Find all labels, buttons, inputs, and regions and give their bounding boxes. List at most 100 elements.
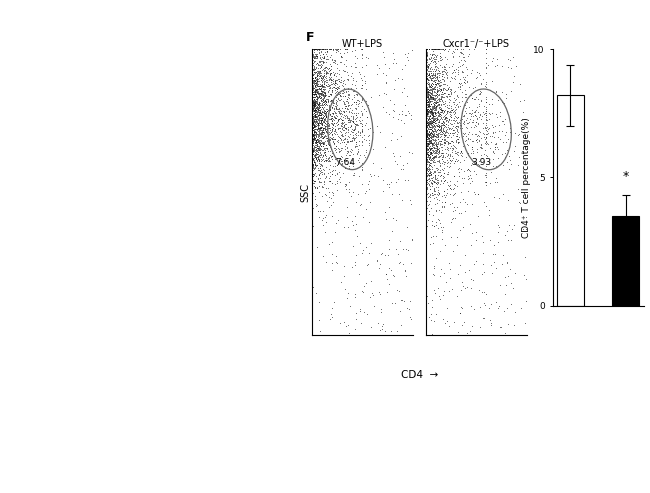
Point: [307, 82, 318, 90]
Point: [317, 57, 327, 65]
Point: [320, 81, 331, 89]
Point: [330, 114, 340, 122]
Point: [459, 167, 469, 175]
Point: [325, 75, 335, 83]
Point: [456, 79, 466, 87]
Point: [365, 124, 375, 132]
Point: [319, 139, 330, 147]
Point: [359, 79, 370, 87]
Point: [405, 313, 415, 320]
Point: [339, 100, 349, 107]
Point: [309, 107, 320, 115]
Point: [426, 90, 437, 98]
Point: [450, 157, 460, 165]
Point: [440, 115, 450, 123]
Point: [387, 59, 398, 67]
Point: [354, 158, 364, 166]
Point: [343, 116, 353, 124]
Point: [434, 189, 444, 197]
Point: [430, 65, 441, 73]
Point: [422, 109, 432, 117]
Point: [311, 76, 322, 84]
Point: [310, 97, 320, 105]
Point: [355, 307, 365, 315]
Point: [314, 57, 324, 65]
Point: [439, 115, 450, 123]
Point: [423, 76, 434, 84]
Point: [443, 170, 453, 178]
Point: [327, 152, 337, 160]
Point: [424, 55, 435, 63]
Point: [467, 142, 477, 150]
Point: [320, 213, 330, 221]
Point: [347, 263, 358, 271]
Point: [428, 108, 439, 116]
Point: [330, 126, 340, 134]
Point: [307, 45, 317, 53]
Point: [466, 69, 476, 77]
Point: [316, 84, 326, 92]
Point: [424, 70, 435, 78]
Point: [431, 100, 441, 107]
Point: [318, 132, 329, 140]
Text: *: *: [623, 170, 629, 182]
Point: [354, 116, 365, 124]
Point: [421, 117, 431, 125]
Point: [310, 111, 320, 119]
Point: [336, 161, 346, 169]
Point: [397, 110, 408, 118]
Point: [372, 257, 382, 265]
Point: [426, 140, 437, 148]
Point: [424, 81, 434, 89]
Point: [422, 150, 432, 158]
Point: [465, 123, 476, 131]
Point: [425, 156, 436, 164]
Point: [424, 131, 435, 139]
Point: [309, 158, 320, 166]
Point: [423, 101, 434, 109]
Point: [313, 131, 323, 139]
Point: [446, 106, 456, 114]
Point: [361, 243, 371, 250]
Point: [428, 123, 439, 131]
Point: [428, 132, 438, 140]
Point: [326, 134, 337, 142]
Point: [432, 199, 443, 207]
Point: [390, 76, 400, 84]
Point: [324, 121, 334, 129]
Point: [432, 79, 443, 87]
Point: [337, 116, 347, 124]
Point: [311, 79, 321, 87]
Point: [428, 135, 438, 143]
Point: [309, 127, 320, 135]
Point: [309, 93, 320, 101]
Point: [445, 73, 456, 81]
Point: [311, 107, 322, 115]
Point: [424, 72, 435, 80]
Point: [440, 193, 450, 201]
Point: [427, 119, 437, 127]
Point: [322, 121, 332, 129]
Point: [346, 148, 356, 156]
Point: [436, 53, 447, 61]
Point: [318, 113, 328, 121]
Point: [434, 77, 445, 85]
Point: [321, 125, 332, 133]
Point: [434, 100, 444, 107]
Point: [318, 114, 328, 122]
Point: [325, 84, 335, 92]
Point: [446, 112, 456, 120]
Point: [311, 116, 321, 124]
Point: [437, 90, 448, 98]
Point: [372, 70, 383, 78]
Point: [317, 103, 327, 111]
Point: [481, 103, 491, 111]
Point: [310, 66, 320, 73]
Point: [339, 318, 349, 326]
Point: [428, 133, 438, 141]
Point: [315, 124, 325, 132]
Point: [436, 56, 447, 64]
Point: [348, 126, 359, 134]
Point: [310, 50, 320, 58]
Point: [434, 190, 444, 198]
